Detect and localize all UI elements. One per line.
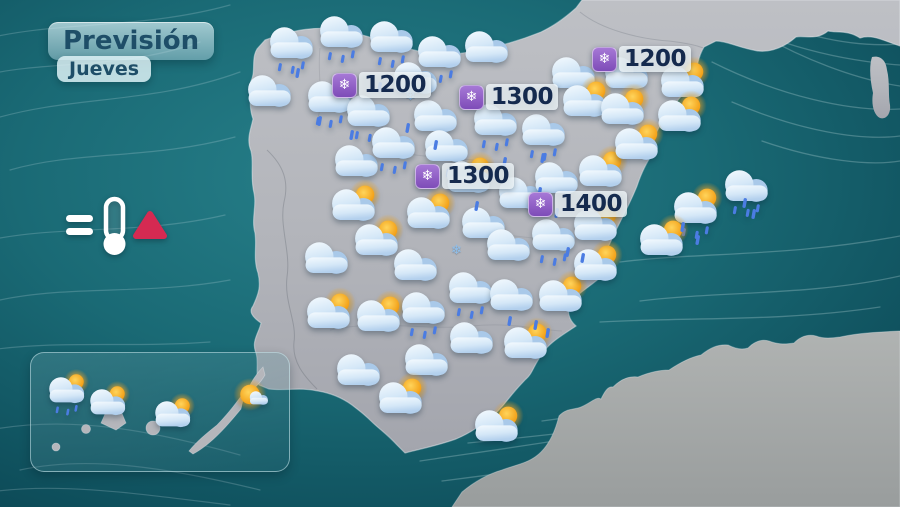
canary-islands-inset [30, 352, 290, 472]
thermometer-icon [103, 196, 126, 255]
corsica-island [870, 56, 891, 119]
temperature-trend-indicator [62, 194, 170, 262]
equals-icon [66, 215, 93, 235]
africa-landmass [451, 330, 900, 507]
up-triangle-icon [133, 211, 167, 239]
forecast-day: Jueves [57, 56, 152, 82]
title-block: Previsión Jueves [48, 22, 215, 82]
canary-islands-shapes [51, 366, 266, 455]
forecast-title: Previsión [48, 22, 215, 60]
